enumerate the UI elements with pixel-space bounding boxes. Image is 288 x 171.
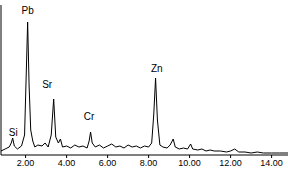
svg-text:Zn: Zn — [151, 63, 163, 74]
svg-text:Pb: Pb — [22, 5, 35, 16]
svg-text:10.00: 10.00 — [178, 158, 201, 168]
svg-text:2.00: 2.00 — [17, 158, 35, 168]
svg-text:Sr: Sr — [42, 79, 53, 90]
svg-text:4.00: 4.00 — [58, 158, 76, 168]
svg-text:Si: Si — [9, 127, 18, 138]
svg-text:8.00: 8.00 — [140, 158, 158, 168]
svg-text:12.00: 12.00 — [219, 158, 242, 168]
svg-text:14.00: 14.00 — [260, 158, 280, 168]
svg-text:Cr: Cr — [84, 111, 95, 122]
svg-text:6.00: 6.00 — [99, 158, 117, 168]
